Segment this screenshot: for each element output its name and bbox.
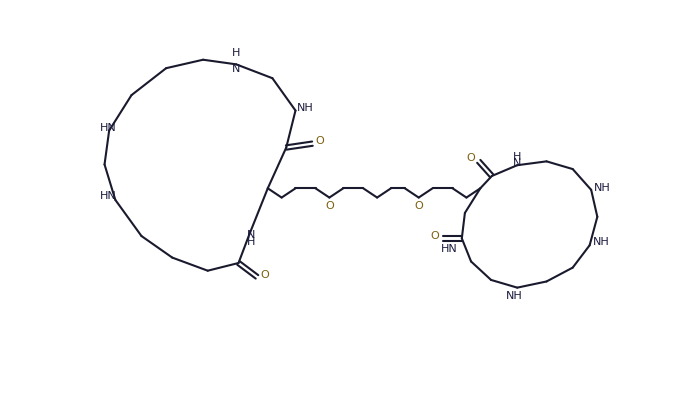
Text: H: H xyxy=(513,152,521,162)
Text: N: N xyxy=(247,229,256,239)
Text: NH: NH xyxy=(594,182,611,192)
Text: O: O xyxy=(260,270,269,280)
Text: HN: HN xyxy=(100,191,117,201)
Text: O: O xyxy=(315,136,324,146)
Text: NH: NH xyxy=(506,291,523,301)
Text: O: O xyxy=(466,153,475,163)
Text: O: O xyxy=(431,231,440,241)
Text: H: H xyxy=(247,237,256,247)
Text: HN: HN xyxy=(100,123,117,133)
Text: N: N xyxy=(232,64,240,74)
Text: H: H xyxy=(232,48,240,58)
Text: N: N xyxy=(513,158,521,168)
Text: O: O xyxy=(414,201,423,211)
Text: NH: NH xyxy=(297,103,314,113)
Text: NH: NH xyxy=(593,237,609,247)
Text: O: O xyxy=(325,201,334,211)
Text: HN: HN xyxy=(440,244,457,254)
